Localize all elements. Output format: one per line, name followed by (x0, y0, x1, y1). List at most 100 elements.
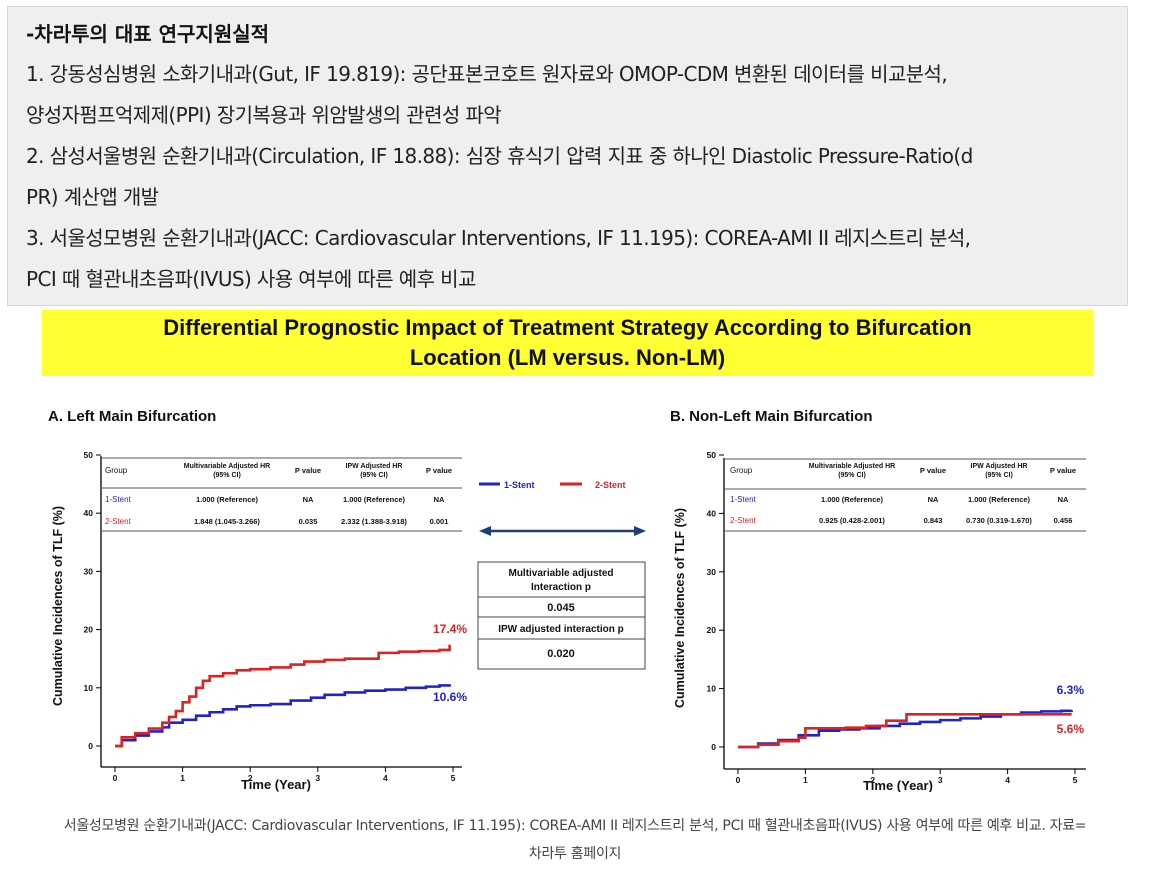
article-heading: -차라투의 대표 연구지원실적 (26, 22, 270, 46)
table-a-header-p1: P value (295, 466, 321, 475)
table-b-row2-group: 2-Stent (730, 516, 757, 525)
panel-a-table: Group Multivariable Adjusted HR (95% CI)… (101, 457, 462, 532)
panel-b-xtick-label: 2 (870, 775, 875, 785)
table-a-row2-p1: 0.035 (299, 517, 318, 526)
panel-b-xtick-label: 5 (1073, 775, 1078, 785)
panel-a-xtick-label: 1 (180, 773, 185, 783)
table-a-row1-p1: NA (303, 495, 314, 504)
figure-image: Differential Prognostic Impact of Treatm… (42, 310, 1093, 792)
table-b-header-ipw-ci: (95% CI) (985, 472, 1013, 479)
table-b-row1-ipw: 1.000 (Reference) (968, 495, 1031, 504)
table-b-row2-ipw: 0.730 (0.319-1.670) (966, 516, 1032, 525)
panel-a-axes (100, 456, 462, 768)
panel-a-ticks: 0 10 20 30 40 50 0 1 2 3 4 5 (84, 450, 456, 783)
table-a-header-p2: P value (426, 466, 452, 475)
panel-a-xtick-label: 2 (248, 773, 253, 783)
panel-b-xtick-label: 1 (803, 775, 808, 785)
table-b-row2-p2: 0.456 (1054, 516, 1073, 525)
panel-a-ytick-label: 10 (84, 683, 94, 693)
panel-a-ytick-label: 40 (84, 508, 94, 518)
table-b-row1-mv: 1.000 (Reference) (821, 495, 884, 504)
article-line: 2. 삼성서울병원 순환기내과(Circulation, IF 18.88): … (26, 144, 973, 168)
panel-b-ylabel: Cumulative Incidences of TLF (%) (673, 508, 687, 708)
table-b-row2-p1: 0.843 (924, 516, 943, 525)
legend-label-1-stent: 1-Stent (504, 480, 535, 490)
figure-canvas: A. Left Main Bifurcation Cumulative Inci… (48, 408, 1086, 792)
panel-a-xtick-label: 5 (451, 773, 456, 783)
interaction-p-box: Multivariable adjusted Interaction p 0.0… (477, 561, 646, 670)
panel-b-ticks: 0 10 20 30 40 50 0 1 2 3 4 5 (707, 450, 1078, 785)
article-line: PR) 계산앱 개발 (26, 185, 159, 209)
panel-b-title: B. Non-Left Main Bifurcation (670, 408, 873, 425)
panel-b-xtick-label: 3 (938, 775, 943, 785)
table-b-header-mv-ci: (95% CI) (838, 472, 866, 479)
table-b-header-mv: Multivariable Adjusted HR (809, 463, 895, 470)
image-caption: 서울성모병원 순환기내과(JACC: Cardiovascular Interv… (0, 812, 1150, 868)
article-line: 1. 강동성심병원 소화기내과(Gut, IF 19.819): 공단표본코호트… (26, 62, 948, 86)
table-a-row1-group: 1-Stent (105, 495, 132, 504)
panel-b-end-label-1-stent: 6.3% (1057, 683, 1085, 697)
panel-b-end-label-2-stent: 5.6% (1057, 722, 1085, 736)
panel-b-xtick-label: 4 (1005, 775, 1010, 785)
panel-a-ytick-label: 0 (88, 741, 93, 751)
panel-b-ytick-label: 30 (707, 567, 717, 577)
panel-a-ytick-label: 50 (84, 450, 94, 460)
table-b-row2-mv: 0.925 (0.428-2.001) (819, 516, 885, 525)
table-a-header-ipw: IPW Adjusted HR (346, 463, 403, 470)
panel-b-ytick-label: 20 (707, 625, 717, 635)
panel-a-xtick-label: 3 (315, 773, 320, 783)
table-b-row1-p1: NA (928, 495, 939, 504)
table-b-row1-group: 1-Stent (730, 495, 757, 504)
table-b-row1-p2: NA (1058, 495, 1069, 504)
panel-b-ytick-label: 50 (707, 450, 717, 460)
table-a-header-mv-ci: (95% CI) (213, 472, 241, 479)
figure-title-line2: Location (LM versus. Non-LM) (409, 345, 726, 370)
table-a-row2-group: 2-Stent (105, 517, 132, 526)
panel-a-end-label-2-stent: 17.4% (433, 622, 467, 636)
panel-a-xtick-label: 4 (383, 773, 388, 783)
table-b-header-ipw: IPW Adjusted HR (971, 463, 1028, 470)
table-a-row2-mv: 1.848 (1.045-3.266) (194, 517, 260, 526)
panel-a-series-1-stent (115, 684, 451, 748)
table-a-row1-mv: 1.000 (Reference) (196, 495, 259, 504)
article-line: PCI 때 혈관내초음파(IVUS) 사용 여부에 따른 예후 비교 (26, 267, 476, 291)
article-line: 양성자펌프억제제(PPI) 장기복용과 위암발생의 관련성 파악 (26, 103, 502, 127)
panel-a-title: A. Left Main Bifurcation (48, 408, 216, 425)
table-a-row1-p2: NA (434, 495, 445, 504)
table-a-row1-ipw: 1.000 (Reference) (343, 495, 406, 504)
panel-non-left-main: B. Non-Left Main Bifurcation Cumulative … (670, 408, 1086, 792)
panel-b-axes (723, 458, 1086, 770)
panel-b-ytick-label: 40 (707, 508, 717, 518)
panel-a-end-label-1-stent: 10.6% (433, 690, 467, 704)
table-a-row2-ipw: 2.332 (1.388-3.918) (341, 517, 407, 526)
interaction-label-1a: Multivariable adjusted (508, 568, 613, 579)
legend-label-2-stent: 2-Stent (595, 480, 626, 490)
interaction-label-2: IPW adjusted interaction p (498, 624, 624, 635)
panel-a-ytick-label: 20 (84, 625, 94, 635)
interaction-value-1: 0.045 (547, 602, 575, 614)
panel-b-table: Group Multivariable Adjusted HR (95% CI)… (724, 458, 1086, 532)
figure-title-banner: Differential Prognostic Impact of Treatm… (42, 310, 1093, 376)
panel-b-xlabel: Time (Year) (863, 778, 933, 792)
caption-line2: 차라투 홈페이지 (528, 846, 622, 862)
interaction-label-1b: Interaction p (531, 582, 591, 593)
table-a-row2-p2: 0.001 (430, 517, 449, 526)
interaction-value-2: 0.020 (547, 648, 575, 660)
panel-b-ytick-label: 0 (711, 742, 716, 752)
table-a-header-group: Group (105, 466, 128, 475)
table-b-header-p1: P value (920, 466, 946, 475)
panel-b-series-2-stent (738, 712, 1072, 749)
table-b-header-p2: P value (1050, 466, 1076, 475)
panel-b-xtick-label: 0 (736, 775, 741, 785)
figure-title-line1: Differential Prognostic Impact of Treatm… (163, 315, 972, 340)
article-line: 3. 서울성모병원 순환기내과(JACC: Cardiovascular Int… (26, 226, 971, 250)
double-arrow-icon (479, 526, 646, 536)
table-b-header-group: Group (730, 466, 753, 475)
panel-a-xtick-label: 0 (113, 773, 118, 783)
caption-line1: 서울성모병원 순환기내과(JACC: Cardiovascular Interv… (63, 818, 1087, 834)
table-a-header-ipw-ci: (95% CI) (360, 472, 388, 479)
panel-a-ylabel: Cumulative Incidences of TLF (%) (51, 506, 65, 706)
panel-left-main: A. Left Main Bifurcation Cumulative Inci… (48, 408, 467, 792)
panel-a-ytick-label: 30 (84, 566, 94, 576)
panel-b-ytick-label: 10 (707, 684, 717, 694)
